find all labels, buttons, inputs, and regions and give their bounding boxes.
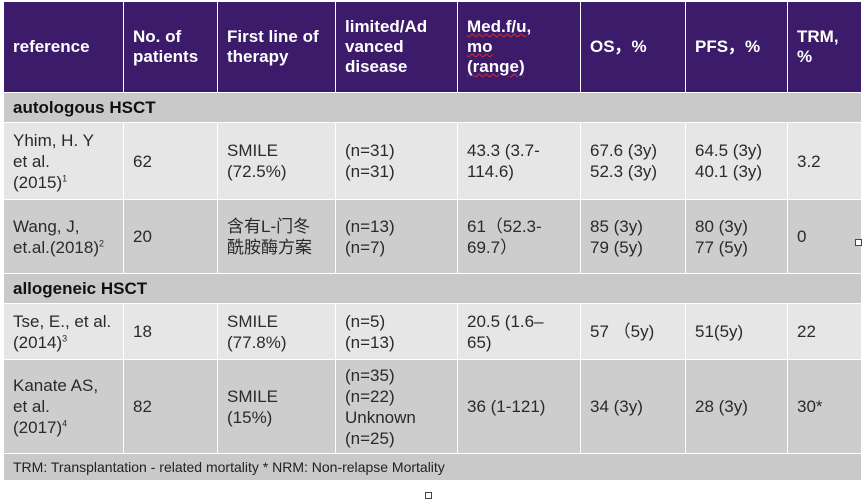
reference-text: Yhim, H. Y et al. (2015) <box>13 130 94 192</box>
section-row-allogeneic: allogeneic HSCT <box>3 273 862 304</box>
cell-trm: 0 <box>787 199 862 274</box>
cell-pfs: 28 (3y) <box>685 359 788 454</box>
header-os: OS，% <box>580 1 686 93</box>
cell-therapy: 含有L-门冬 酰胺酶方案 <box>217 199 336 274</box>
reference-superscript: 1 <box>62 172 68 183</box>
header-reference: reference <box>3 1 124 93</box>
header-therapy: First line of therapy <box>217 1 336 93</box>
reference-superscript: 4 <box>62 418 68 429</box>
header-patients: No. of patients <box>123 1 218 93</box>
footnote-row: TRM: Transplantation - related mortality… <box>3 453 862 481</box>
reference-superscript: 3 <box>62 332 68 343</box>
header-trm: TRM, % <box>787 1 862 93</box>
cell-patients: 20 <box>123 199 218 274</box>
section-title: allogeneic HSCT <box>3 273 862 304</box>
cell-followup: 61（52.3- 69.7） <box>457 199 581 274</box>
header-row: reference No. of patients First line of … <box>3 1 862 93</box>
table-row: Yhim, H. Y et al. (2015)1 62 SMILE (72.5… <box>3 122 862 200</box>
cell-reference: Tse, E., et al. (2014)3 <box>3 303 124 360</box>
cell-os: 67.6 (3y) 52.3 (3y) <box>580 122 686 200</box>
cell-disease: (n=31) (n=31) <box>335 122 458 200</box>
cell-patients: 62 <box>123 122 218 200</box>
selection-handle-right[interactable] <box>855 239 862 246</box>
header-followup-text: Med.f/u, mo (range) <box>467 17 532 76</box>
cell-disease: (n=35) (n=22) Unknown (n=25) <box>335 359 458 454</box>
cell-followup: 43.3 (3.7- 114.6) <box>457 122 581 200</box>
cell-trm: 30* <box>787 359 862 454</box>
table-row: Kanate AS, et al. (2017)4 82 SMILE (15%)… <box>3 359 862 454</box>
header-disease: limited/Ad vanced disease <box>335 1 458 93</box>
cell-disease: (n=13) (n=7) <box>335 199 458 274</box>
cell-patients: 82 <box>123 359 218 454</box>
section-title: autologous HSCT <box>3 92 862 123</box>
cell-pfs: 51(5y) <box>685 303 788 360</box>
reference-text: Kanate AS, et al. (2017) <box>13 376 99 437</box>
table-row: Tse, E., et al. (2014)3 18 SMILE (77.8%)… <box>3 303 862 360</box>
cell-therapy: SMILE (77.8%) <box>217 303 336 360</box>
cell-patients: 18 <box>123 303 218 360</box>
header-pfs: PFS，% <box>685 1 788 93</box>
data-table-container: reference No. of patients First line of … <box>3 1 862 497</box>
cell-os: 34 (3y) <box>580 359 686 454</box>
cell-pfs: 64.5 (3y) 40.1 (3y) <box>685 122 788 200</box>
selection-handle-bottom[interactable] <box>425 492 432 499</box>
cell-disease: (n=5) (n=13) <box>335 303 458 360</box>
cell-pfs: 80 (3y) 77 (5y) <box>685 199 788 274</box>
reference-superscript: 2 <box>99 237 105 248</box>
section-row-autologous: autologous HSCT <box>3 92 862 123</box>
reference-text: Tse, E., et al. (2014) <box>13 311 112 352</box>
header-followup: Med.f/u, mo (range) <box>457 1 581 93</box>
cell-trm: 22 <box>787 303 862 360</box>
hsct-outcomes-table: reference No. of patients First line of … <box>3 1 862 481</box>
cell-reference: Yhim, H. Y et al. (2015)1 <box>3 122 124 200</box>
cell-os: 57 （5y) <box>580 303 686 360</box>
cell-therapy: SMILE (15%) <box>217 359 336 454</box>
cell-therapy: SMILE (72.5%) <box>217 122 336 200</box>
footnote-text: TRM: Transplantation - related mortality… <box>3 453 862 481</box>
cell-reference: Wang, J, et.al.(2018)2 <box>3 199 124 274</box>
table-row: Wang, J, et.al.(2018)2 20 含有L-门冬 酰胺酶方案 (… <box>3 199 862 274</box>
cell-os: 85 (3y) 79 (5y) <box>580 199 686 274</box>
cell-followup: 20.5 (1.6– 65) <box>457 303 581 360</box>
cell-trm: 3.2 <box>787 122 862 200</box>
cell-followup: 36 (1-121) <box>457 359 581 454</box>
reference-text: Wang, J, et.al.(2018) <box>13 216 99 257</box>
cell-reference: Kanate AS, et al. (2017)4 <box>3 359 124 454</box>
